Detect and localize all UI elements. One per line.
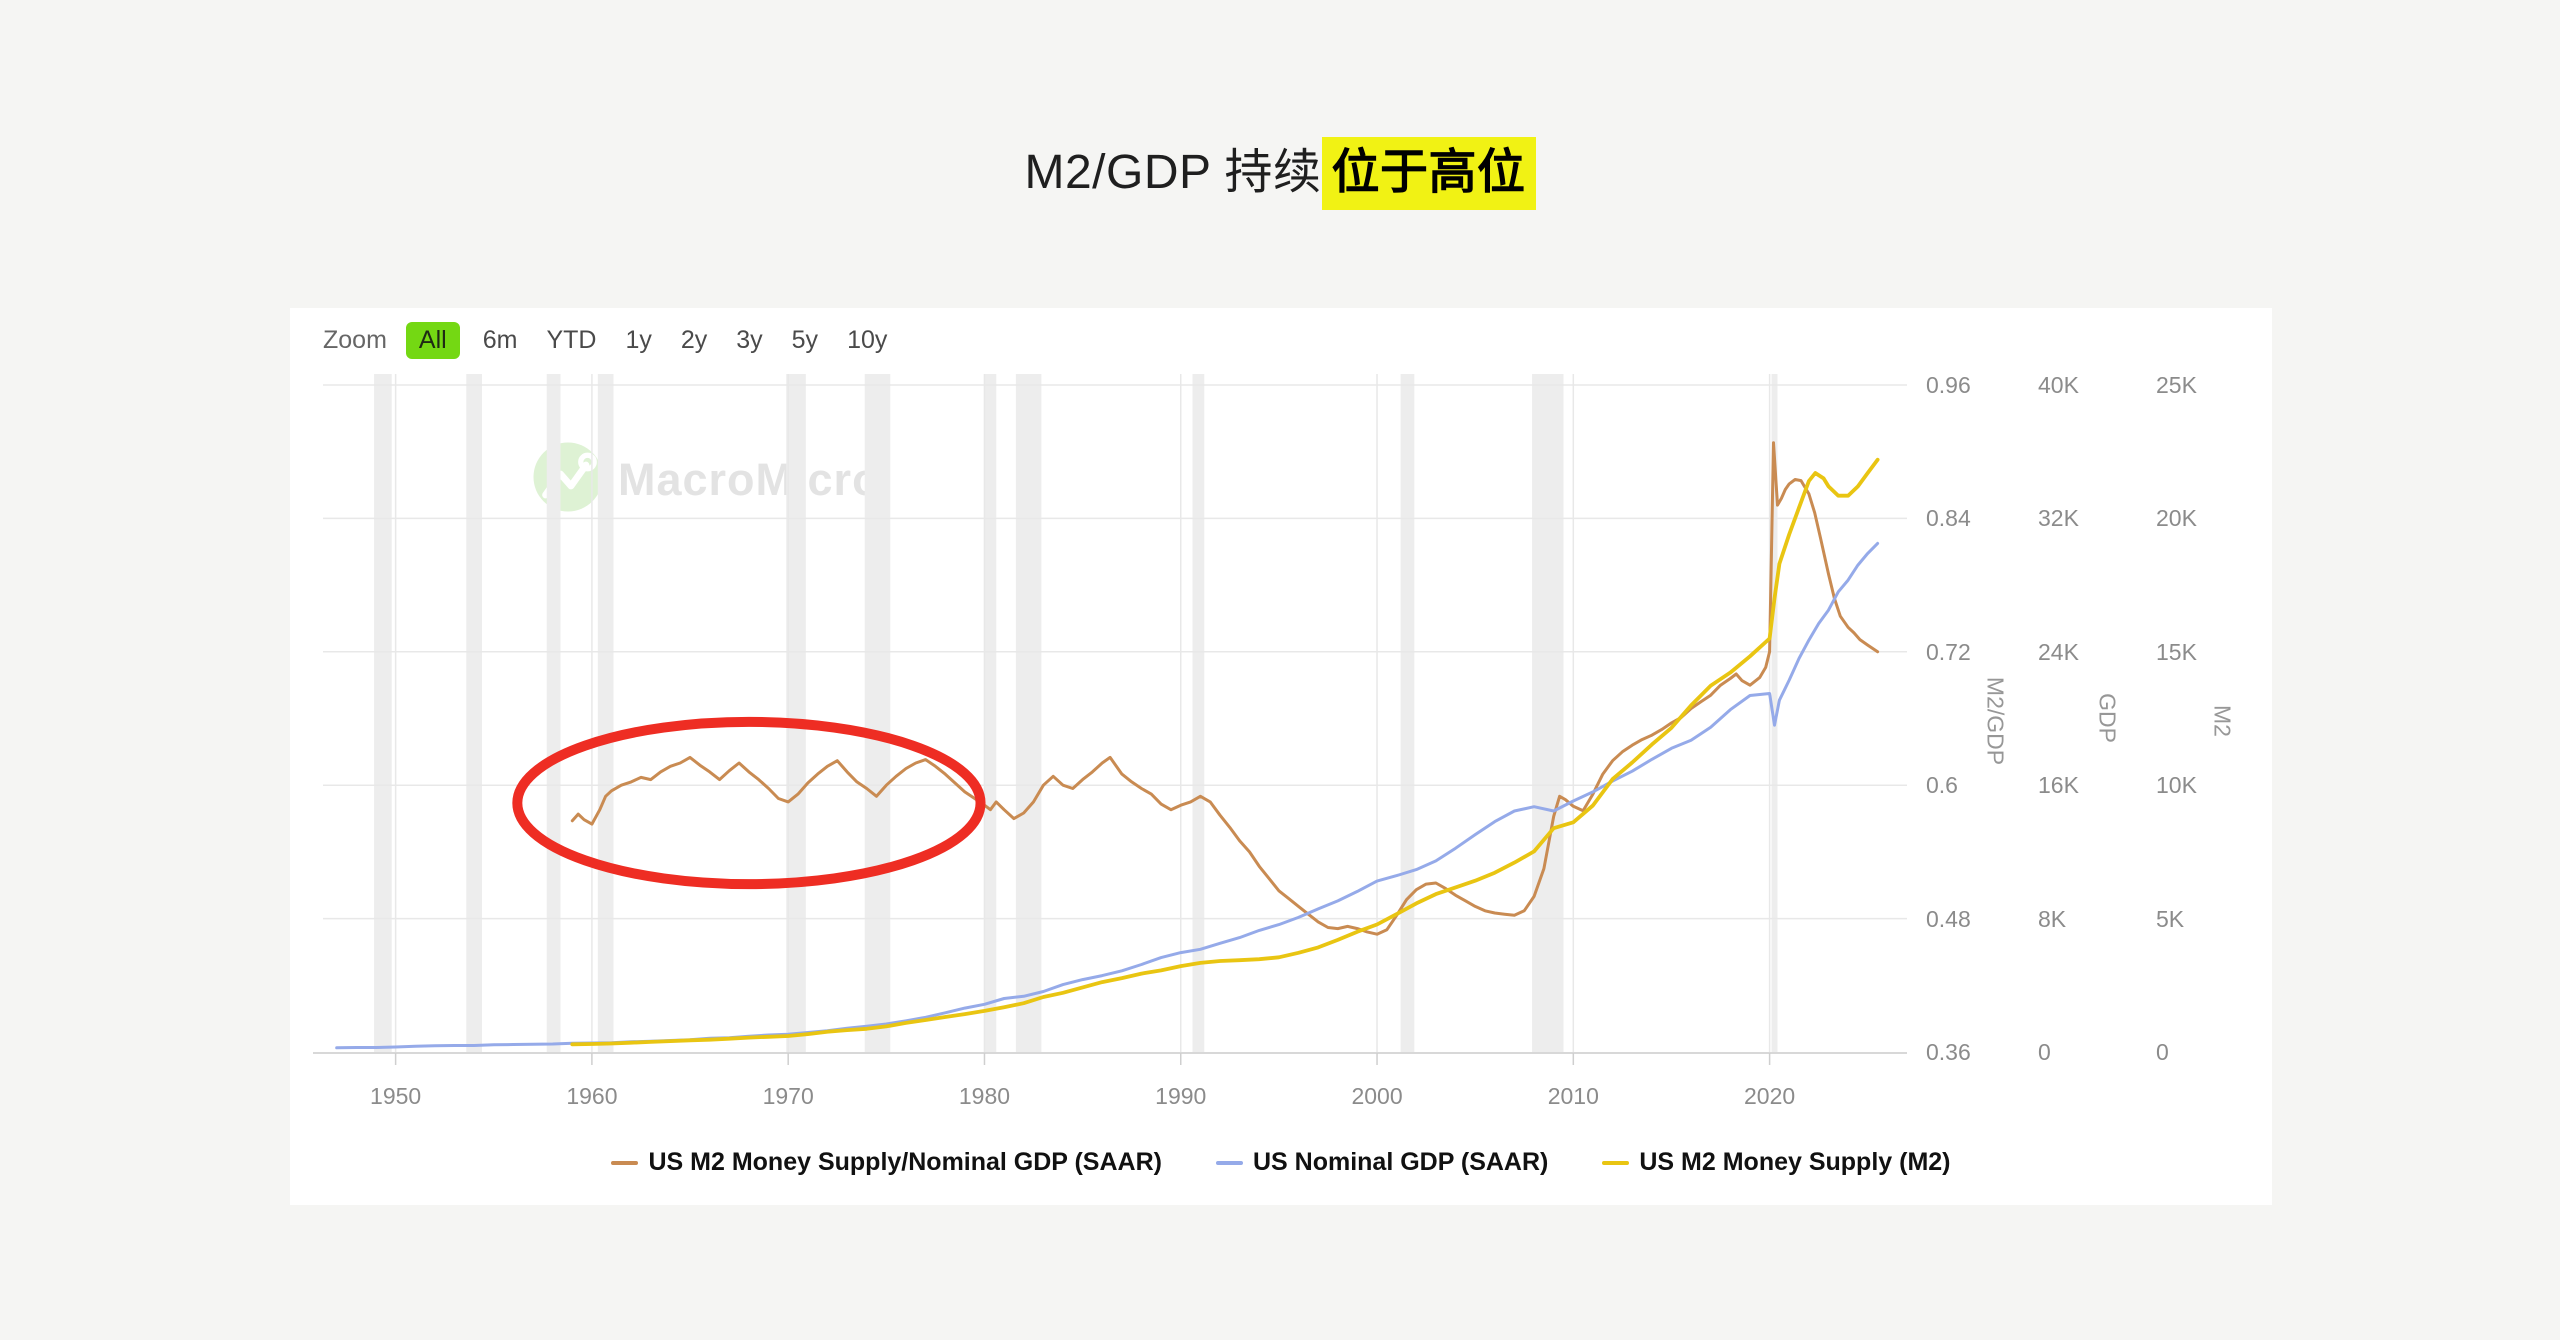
page-title: M2/GDP 持续 位于高位 xyxy=(0,132,2560,210)
zoom-range-button-6m[interactable]: 6m xyxy=(482,325,518,354)
legend-marker xyxy=(1215,1160,1243,1165)
axis-title-m2gdp: M2/GDP xyxy=(1982,676,2009,766)
y-axis-label: 20K xyxy=(2156,505,2197,532)
range-toolbar: Zoom All 6m YTD 1y 2y 3y 5y 10y xyxy=(323,320,893,360)
y-axis-label: 25K xyxy=(2156,372,2197,398)
recession-band xyxy=(786,374,806,1053)
y-axis-label: 0 xyxy=(2038,1039,2051,1065)
zoom-range-button-1y[interactable]: 1y xyxy=(625,325,652,354)
zoom-range-button-10y[interactable]: 10y xyxy=(847,325,888,354)
x-axis-label: 1990 xyxy=(1155,1083,1207,1109)
x-axis-label: 1950 xyxy=(370,1083,422,1109)
legend-label: US Nominal GDP (SAAR) xyxy=(1252,1148,1549,1176)
zoom-range-button-ytd[interactable]: YTD xyxy=(546,325,597,354)
page-title-highlight: 位于高位 xyxy=(1321,137,1536,210)
legend-item-3[interactable]: US M2 Money Supply (M2) xyxy=(1602,1148,1951,1177)
recession-band xyxy=(1532,374,1564,1053)
y-axis-label: 0.84 xyxy=(1926,505,1971,532)
axis-title-gdp: GDP xyxy=(2094,693,2121,743)
x-axis-label: 2020 xyxy=(1744,1083,1796,1109)
legend-label: US M2 Money Supply/Nominal GDP (SAAR) xyxy=(648,1148,1162,1176)
y-axis-label: 32K xyxy=(2038,505,2079,532)
y-axis-label: 0.48 xyxy=(1926,905,1971,932)
y-axis-label: 40K xyxy=(2038,372,2079,398)
chart-panel: Zoom All 6m YTD 1y 2y 3y 5y 10y MacroMicro US M… xyxy=(290,308,2272,1205)
annotation-ellipse xyxy=(512,716,986,890)
y-axis-label: 10K xyxy=(2156,772,2197,799)
recession-band xyxy=(546,374,561,1053)
recession-band xyxy=(1192,374,1205,1053)
recession-band xyxy=(864,374,891,1053)
recession-band xyxy=(466,374,482,1053)
legend-label: US M2 Money Supply (M2) xyxy=(1639,1148,1951,1176)
y-axis-label: 8K xyxy=(2038,905,2067,932)
x-axis-label: 1980 xyxy=(958,1083,1011,1109)
legend-item-2[interactable]: US Nominal GDP (SAAR) xyxy=(1215,1148,1549,1177)
axis-title-m2: M2 xyxy=(2209,705,2236,737)
x-axis-label: 2000 xyxy=(1351,1083,1403,1109)
chart-legend: US M2 Money Supply/Nominal GDP (SAAR) US … xyxy=(290,1148,2272,1177)
zoom-range-button-2y[interactable]: 2y xyxy=(680,325,708,354)
chart-plot-area[interactable] xyxy=(290,308,2272,1205)
legend-item-1[interactable]: US M2 Money Supply/Nominal GDP (SAAR) xyxy=(611,1148,1162,1177)
y-axis-label: 0.36 xyxy=(1926,1039,1971,1065)
y-axis-label: 0.6 xyxy=(1926,772,1958,799)
y-axis-label: 0 xyxy=(2156,1039,2169,1065)
y-axis-label: 16K xyxy=(2038,772,2079,799)
series-line-2[interactable] xyxy=(335,541,1880,1050)
zoom-range-button-3y[interactable]: 3y xyxy=(736,325,763,354)
recession-band xyxy=(374,374,392,1053)
y-axis-label: 15K xyxy=(2156,638,2197,665)
x-axis-label: 1960 xyxy=(566,1083,618,1109)
series-line-3[interactable] xyxy=(570,457,1880,1047)
y-axis-label: 0.96 xyxy=(1926,372,1971,398)
y-axis-label: 5K xyxy=(2156,905,2185,932)
recession-band xyxy=(984,374,997,1053)
zoom-range-button-5y[interactable]: 5y xyxy=(791,325,819,354)
x-axis-label: 2010 xyxy=(1547,1083,1599,1109)
recession-band xyxy=(597,374,614,1053)
zoom-label: Zoom xyxy=(323,325,387,354)
zoom-range-button-all[interactable]: All xyxy=(405,321,460,359)
x-axis-label: 1970 xyxy=(762,1083,814,1109)
legend-marker xyxy=(1602,1160,1630,1165)
legend-marker xyxy=(611,1160,639,1165)
page-title-text: M2/GDP 持续 xyxy=(1024,146,1322,199)
series-line-1[interactable] xyxy=(570,441,1880,936)
recession-band xyxy=(1771,374,1778,1053)
y-axis-label: 0.72 xyxy=(1926,638,1971,665)
y-axis-label: 24K xyxy=(2038,638,2079,665)
recession-band xyxy=(1400,374,1415,1053)
recession-band xyxy=(1015,374,1042,1053)
